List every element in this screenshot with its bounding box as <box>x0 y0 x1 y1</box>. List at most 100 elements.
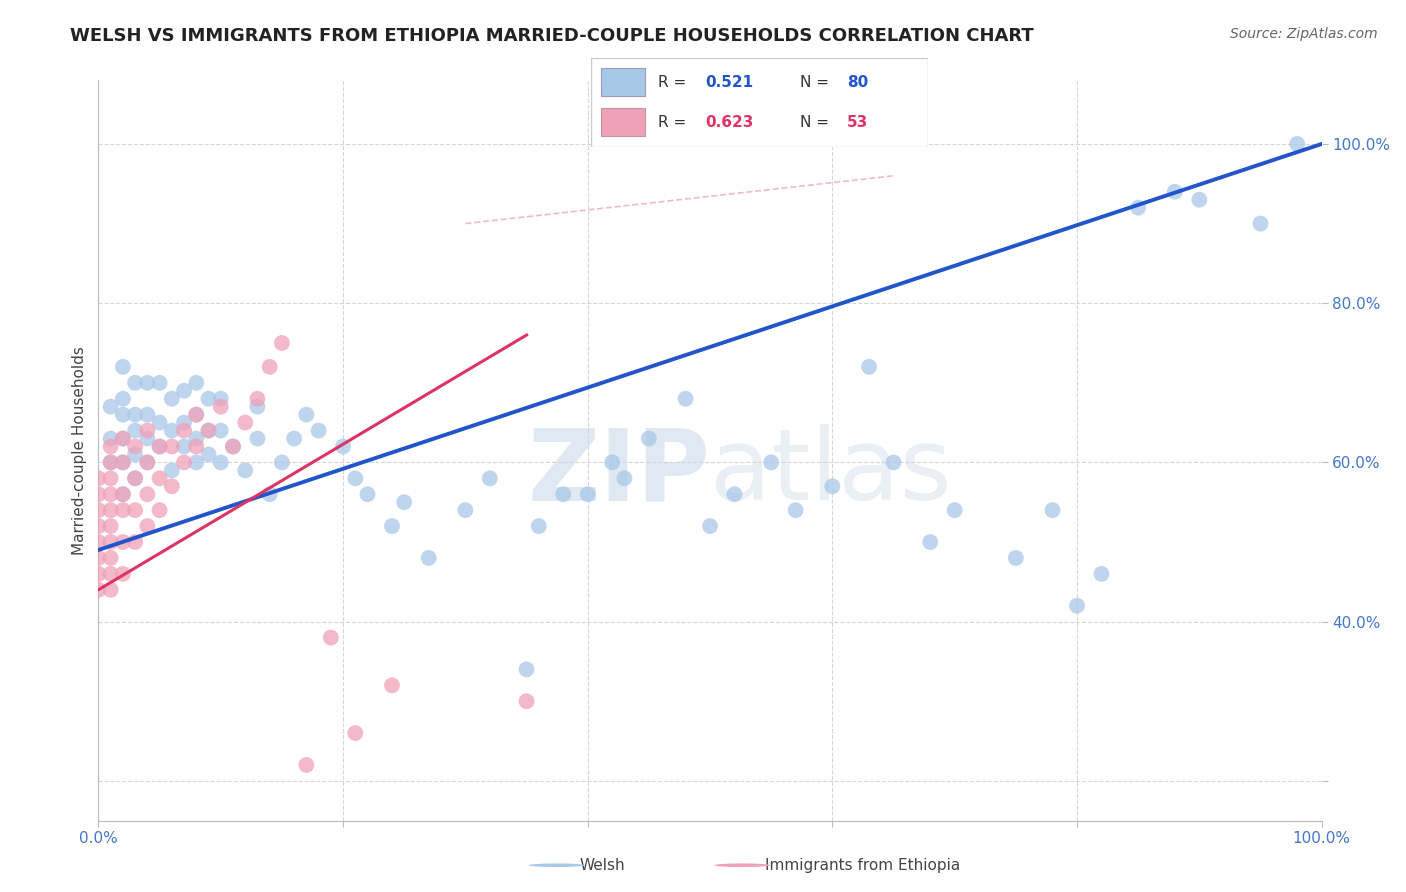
Point <box>222 440 245 454</box>
Text: atlas: atlas <box>710 425 952 521</box>
Point <box>124 440 146 454</box>
Point <box>173 384 195 398</box>
Point <box>1042 503 1064 517</box>
Point <box>111 392 134 406</box>
Point <box>576 487 599 501</box>
Point <box>209 455 232 469</box>
Point <box>111 432 134 446</box>
Point <box>246 392 269 406</box>
Point <box>699 519 721 533</box>
Point <box>186 455 208 469</box>
Point <box>173 440 195 454</box>
Text: N =: N = <box>800 115 834 129</box>
Text: WELSH VS IMMIGRANTS FROM ETHIOPIA MARRIED-COUPLE HOUSEHOLDS CORRELATION CHART: WELSH VS IMMIGRANTS FROM ETHIOPIA MARRIE… <box>70 27 1033 45</box>
Point <box>111 359 134 374</box>
Point <box>87 582 110 597</box>
Text: 80: 80 <box>846 75 869 89</box>
Point <box>160 440 183 454</box>
Point <box>246 400 269 414</box>
Point <box>136 408 159 422</box>
Point <box>637 432 661 446</box>
Point <box>209 424 232 438</box>
Point <box>173 424 195 438</box>
Point <box>675 392 697 406</box>
Point <box>87 471 110 485</box>
Point <box>160 392 183 406</box>
Text: Immigrants from Ethiopia: Immigrants from Ethiopia <box>765 858 960 872</box>
Point <box>111 535 134 549</box>
Point <box>136 487 159 501</box>
Point <box>111 487 134 501</box>
Point <box>111 455 134 469</box>
Point <box>418 550 440 565</box>
Text: N =: N = <box>800 75 834 89</box>
Point <box>124 471 146 485</box>
Point <box>723 487 745 501</box>
Point <box>943 503 966 517</box>
Text: Source: ZipAtlas.com: Source: ZipAtlas.com <box>1230 27 1378 41</box>
Circle shape <box>714 863 770 867</box>
Point <box>100 455 122 469</box>
Point <box>100 440 122 454</box>
Point <box>100 432 122 446</box>
Point <box>259 359 281 374</box>
Point <box>600 455 623 469</box>
Point <box>222 440 245 454</box>
Point <box>1004 550 1026 565</box>
Point <box>381 519 404 533</box>
Point <box>149 471 172 485</box>
Point <box>149 503 172 517</box>
Text: 0.521: 0.521 <box>706 75 754 89</box>
Point <box>136 455 159 469</box>
Point <box>111 432 134 446</box>
Point <box>1249 217 1271 231</box>
Point <box>136 424 159 438</box>
Point <box>308 424 330 438</box>
Point <box>270 455 294 469</box>
Point <box>149 440 172 454</box>
Point <box>160 463 183 477</box>
Point <box>197 424 219 438</box>
Text: Welsh: Welsh <box>579 858 624 872</box>
Point <box>515 662 537 676</box>
Point <box>761 455 783 469</box>
Point <box>344 471 367 485</box>
Point <box>233 416 256 430</box>
Point <box>478 471 501 485</box>
Point <box>124 471 146 485</box>
Point <box>124 376 146 390</box>
Circle shape <box>529 863 585 867</box>
Point <box>270 336 294 351</box>
Point <box>785 503 807 517</box>
Point <box>136 519 159 533</box>
Point <box>344 726 367 740</box>
Point <box>920 535 942 549</box>
Point <box>381 678 404 692</box>
Point <box>454 503 477 517</box>
Point <box>858 359 880 374</box>
Point <box>87 535 110 549</box>
Point <box>392 495 416 509</box>
Point <box>527 519 550 533</box>
Point <box>1128 201 1150 215</box>
Point <box>259 487 281 501</box>
Point <box>87 550 110 565</box>
Point <box>821 479 844 493</box>
Point <box>883 455 905 469</box>
Point <box>209 400 232 414</box>
Text: R =: R = <box>658 115 692 129</box>
Point <box>186 440 208 454</box>
Point <box>136 455 159 469</box>
Point <box>246 432 269 446</box>
Point <box>613 471 636 485</box>
Point <box>160 479 183 493</box>
Point <box>87 503 110 517</box>
Point <box>295 408 318 422</box>
Point <box>100 566 122 581</box>
Point <box>100 582 122 597</box>
Point <box>1090 566 1112 581</box>
Point <box>100 400 122 414</box>
Point <box>186 408 208 422</box>
Point <box>149 416 172 430</box>
Point <box>111 455 134 469</box>
